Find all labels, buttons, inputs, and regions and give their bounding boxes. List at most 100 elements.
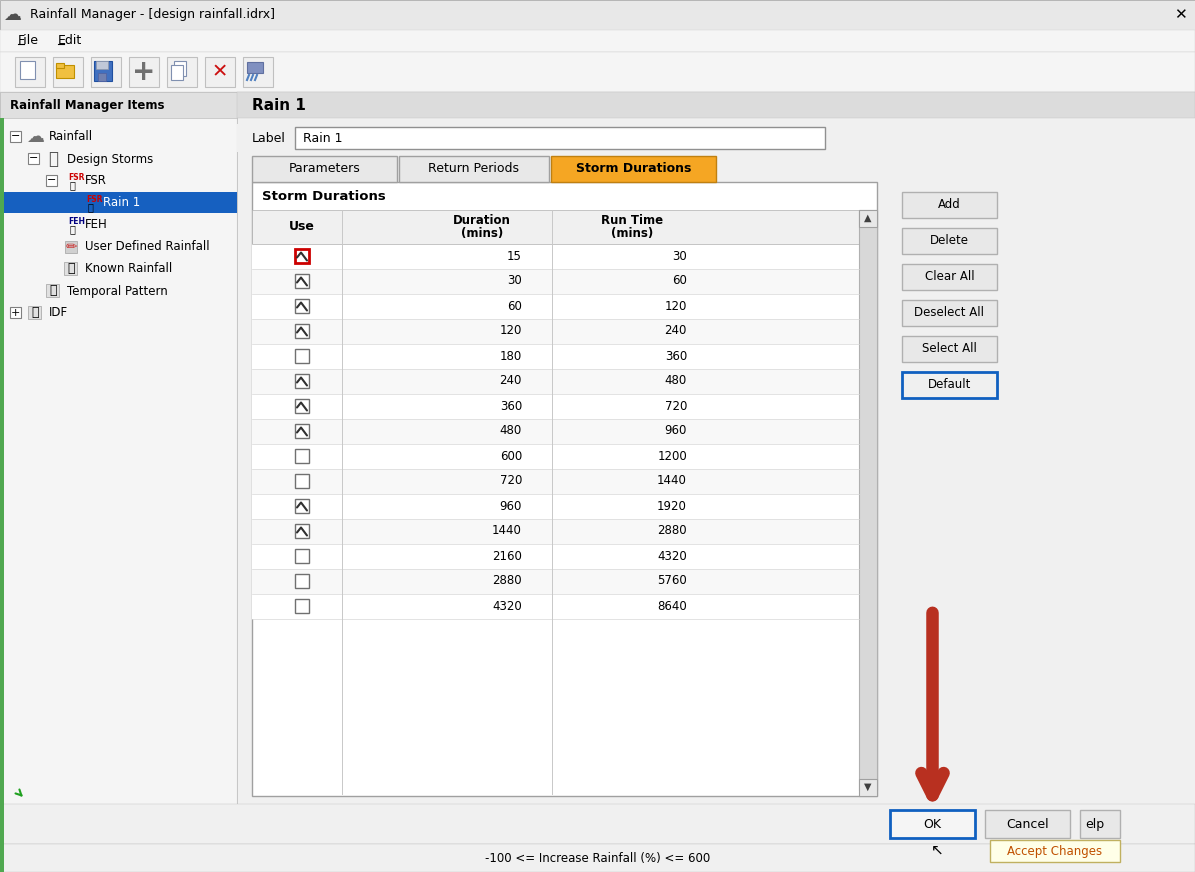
Bar <box>56 63 65 68</box>
Bar <box>295 549 310 563</box>
Bar <box>859 210 877 227</box>
Text: Label: Label <box>252 132 286 145</box>
Bar <box>989 840 1120 862</box>
Bar <box>0 0 1195 30</box>
Text: 🌧: 🌧 <box>69 224 75 234</box>
Text: 720: 720 <box>664 399 687 412</box>
Text: 2160: 2160 <box>492 549 522 562</box>
Text: 8640: 8640 <box>657 600 687 612</box>
Bar <box>45 175 57 186</box>
Text: Parameters: Parameters <box>289 162 361 175</box>
Bar <box>91 57 121 87</box>
Bar <box>252 469 859 494</box>
Bar <box>0 844 1195 872</box>
Bar <box>27 153 39 164</box>
Text: Storm Durations: Storm Durations <box>576 162 691 175</box>
Text: ☁: ☁ <box>26 128 44 146</box>
Bar <box>4 192 237 213</box>
Bar <box>27 306 41 319</box>
Bar <box>295 299 310 313</box>
Text: ✏: ✏ <box>66 240 76 254</box>
Text: FEH: FEH <box>68 216 85 226</box>
Text: Duration: Duration <box>453 215 511 228</box>
Text: Edit: Edit <box>59 35 82 47</box>
Text: 🌧: 🌧 <box>87 202 93 212</box>
Text: 2880: 2880 <box>657 524 687 537</box>
Text: Temporal Pattern: Temporal Pattern <box>67 284 167 297</box>
Bar <box>902 264 997 290</box>
Text: Add: Add <box>938 199 961 212</box>
Bar <box>237 92 1195 872</box>
Text: elp: elp <box>1085 818 1104 830</box>
Bar <box>295 499 310 513</box>
Text: 15: 15 <box>507 249 522 262</box>
Text: 1440: 1440 <box>657 474 687 487</box>
Text: 720: 720 <box>500 474 522 487</box>
Text: Known Rainfall: Known Rainfall <box>85 262 172 276</box>
Bar <box>98 73 106 81</box>
Bar <box>237 92 1195 118</box>
Bar <box>859 210 877 790</box>
Bar <box>252 344 859 369</box>
Text: ✕: ✕ <box>212 63 228 81</box>
Text: (mins): (mins) <box>611 227 654 240</box>
Bar <box>295 249 310 263</box>
Text: 4320: 4320 <box>657 549 687 562</box>
Text: 30: 30 <box>507 275 522 288</box>
Bar <box>295 127 825 149</box>
Bar <box>890 810 975 838</box>
Text: Run Time: Run Time <box>601 215 663 228</box>
Text: ▲: ▲ <box>864 213 871 223</box>
Text: 240: 240 <box>500 374 522 387</box>
Text: Clear All: Clear All <box>925 270 974 283</box>
Bar <box>252 182 877 796</box>
Text: FEH: FEH <box>85 219 108 231</box>
Text: Return Periods: Return Periods <box>429 162 520 175</box>
Bar <box>295 374 310 388</box>
Text: OK: OK <box>924 818 942 830</box>
Text: 5760: 5760 <box>657 575 687 588</box>
Bar <box>252 369 859 394</box>
Text: User Defined Rainfall: User Defined Rainfall <box>85 241 209 254</box>
Bar <box>10 131 22 142</box>
Bar <box>295 399 310 413</box>
Bar <box>252 394 859 419</box>
Bar <box>0 118 4 872</box>
Text: 60: 60 <box>672 275 687 288</box>
Text: Rainfall: Rainfall <box>49 131 93 144</box>
Text: FSR: FSR <box>68 173 85 181</box>
Text: -100 <= Increase Rainfall (%) <= 600: -100 <= Increase Rainfall (%) <= 600 <box>485 851 710 864</box>
Bar <box>902 228 997 254</box>
Bar <box>10 307 22 318</box>
Text: FSR: FSR <box>85 174 106 187</box>
Bar <box>20 61 35 79</box>
Text: 960: 960 <box>500 500 522 513</box>
Text: 30: 30 <box>673 249 687 262</box>
Bar <box>551 156 716 182</box>
Bar <box>252 244 859 269</box>
Text: ☁: ☁ <box>4 6 22 24</box>
Text: 1440: 1440 <box>492 524 522 537</box>
Text: ✕: ✕ <box>1173 8 1187 23</box>
Bar <box>16 57 45 87</box>
Text: −: − <box>11 132 20 141</box>
Bar <box>65 241 76 253</box>
Text: 1200: 1200 <box>657 449 687 462</box>
Bar <box>56 65 74 78</box>
Bar <box>247 62 263 73</box>
Text: 60: 60 <box>507 299 522 312</box>
Bar <box>171 65 183 80</box>
Text: 🌧: 🌧 <box>69 180 75 190</box>
Text: 📈: 📈 <box>49 284 56 297</box>
Bar <box>252 419 859 444</box>
Text: Cancel: Cancel <box>1006 818 1049 830</box>
Bar <box>65 262 76 275</box>
Text: 120: 120 <box>664 299 687 312</box>
Text: Select All: Select All <box>923 343 978 356</box>
Bar <box>399 156 549 182</box>
Text: 2880: 2880 <box>492 575 522 588</box>
Text: FSR: FSR <box>86 194 103 203</box>
Text: ↖: ↖ <box>931 843 944 858</box>
Text: 1920: 1920 <box>657 500 687 513</box>
Bar <box>174 61 186 76</box>
